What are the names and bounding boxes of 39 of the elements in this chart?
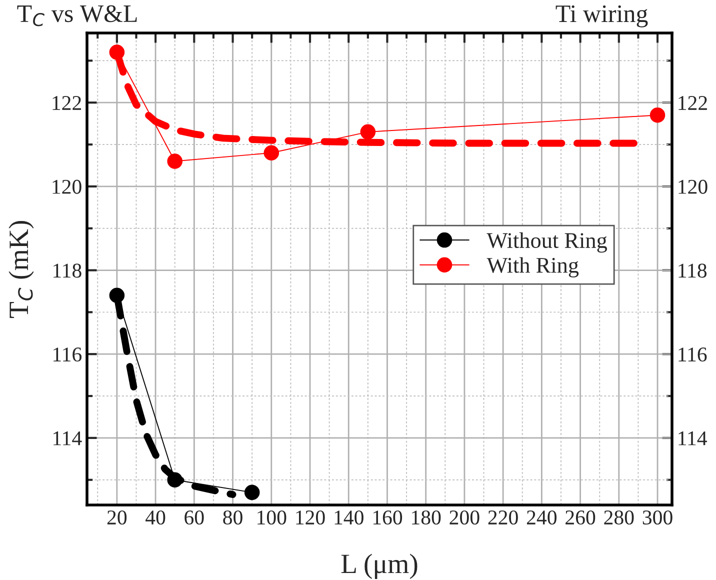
text: Ti wiring — [556, 5, 648, 28]
legend-label: With Ring — [486, 257, 579, 278]
x-tick-label: 80 — [223, 510, 242, 525]
y-tick-label: 114 — [54, 431, 82, 446]
y2-tick-label: 114 — [678, 431, 708, 446]
y-tick-label: 120 — [52, 180, 82, 194]
point — [264, 145, 280, 161]
point — [360, 124, 376, 140]
y-tick-label: 118 — [54, 264, 82, 278]
y2-tick-label: 118 — [678, 264, 707, 278]
y2-tick-label: 122 — [678, 96, 707, 110]
x-tick-label: 140 — [334, 510, 364, 525]
y-tick-label: 122 — [52, 96, 81, 110]
x-tick-label: 20 — [107, 510, 127, 525]
y2-tick-label: 120 — [678, 180, 708, 194]
x-tick-label: 100 — [258, 510, 286, 525]
x-tick-label: 220 — [488, 510, 518, 525]
y2-tick-label: 116 — [678, 348, 707, 362]
x-tick-label: 260 — [566, 510, 596, 525]
x-tick-label: 60 — [184, 510, 204, 525]
x-axis-title: L (μm) — [341, 554, 418, 579]
text: T$_{C}$ vs W&L — [17, 5, 137, 26]
x-tick-label: 40 — [146, 510, 166, 525]
x-tick-label: 200 — [450, 510, 480, 525]
x-tick-label: 180 — [412, 510, 441, 525]
x-tick-label: 160 — [373, 510, 402, 525]
x-tick-label: 280 — [604, 510, 634, 525]
legend-label: Without Ring — [486, 232, 607, 253]
point — [244, 484, 260, 500]
y-tick-label: 116 — [54, 348, 82, 362]
point — [167, 154, 182, 169]
x-tick-label: 300 — [642, 510, 672, 525]
point — [109, 288, 125, 304]
y-axis-title: T$_{C}$ (mK) — [8, 220, 34, 318]
point — [109, 44, 125, 60]
x-tick-label: 240 — [526, 510, 557, 525]
x-tick-label: 120 — [296, 510, 325, 525]
point — [167, 472, 182, 488]
point — [650, 108, 666, 123]
